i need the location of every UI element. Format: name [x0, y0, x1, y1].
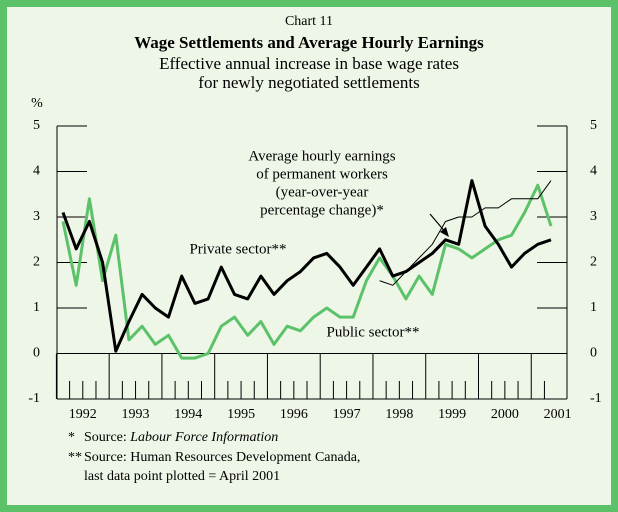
- y-tick-label: -1: [28, 391, 40, 406]
- y-tick-label: 4: [33, 164, 40, 179]
- chart-subtitle: Effective annual increase in base wage r…: [159, 54, 459, 73]
- footnote-text: Source:: [84, 430, 127, 445]
- footnote-source: Labour Force Information: [129, 430, 278, 445]
- x-tick-label: 1992: [69, 407, 97, 422]
- y2-tick-label: -1: [590, 391, 602, 406]
- x-tick-label: 1994: [174, 407, 202, 422]
- x-tick-label: 2000: [491, 407, 519, 422]
- series-label: percentage change)*: [260, 202, 384, 218]
- y-tick-label: 1: [33, 300, 40, 315]
- series-line: [61, 183, 553, 360]
- x-tick-label: 1998: [385, 407, 413, 422]
- series-label: Public sector**: [327, 324, 420, 340]
- x-tick-label: 1997: [333, 407, 361, 422]
- series-label: of permanent workers: [256, 166, 388, 182]
- chart-subtitle: for newly negotiated settlements: [198, 73, 419, 92]
- arrow-head: [440, 227, 449, 237]
- series-label: (year-over-year: [276, 184, 369, 200]
- footnote-marker: *: [68, 430, 75, 445]
- y-tick-label: 3: [33, 209, 40, 224]
- x-tick-label: 1995: [227, 407, 255, 422]
- footnote-text: Source: Human Resources Development Cana…: [84, 450, 360, 465]
- y2-tick-label: 1: [590, 300, 597, 315]
- series-line: [61, 179, 552, 353]
- y2-tick-label: 4: [590, 164, 597, 179]
- y2-tick-label: 2: [590, 255, 597, 270]
- series-label: Private sector**: [189, 241, 286, 257]
- footnote: ** Source: Human Resources Development Ca…: [68, 450, 360, 465]
- y2-tick-label: 0: [590, 346, 597, 361]
- chart-title: Wage Settlements and Average Hourly Earn…: [134, 33, 484, 52]
- chart-kicker: Chart 11: [285, 14, 333, 29]
- y-tick-label: 5: [33, 118, 40, 133]
- y-tick-label: 0: [33, 346, 40, 361]
- footnote-marker: **: [68, 450, 82, 465]
- x-tick-label: 1999: [438, 407, 466, 422]
- series-label: Average hourly earnings: [248, 148, 395, 164]
- x-tick-label: 1996: [280, 407, 308, 422]
- footnote: last data point plotted = April 2001: [84, 469, 280, 484]
- footnote: * Source: Labour Force Information: [68, 430, 278, 445]
- x-tick-label: 1993: [122, 407, 150, 422]
- y-tick-label: 2: [33, 255, 40, 270]
- y2-tick-label: 5: [590, 118, 597, 133]
- y-unit: %: [31, 96, 43, 111]
- y2-tick-label: 3: [590, 209, 597, 224]
- x-tick-label: 2001: [544, 407, 572, 422]
